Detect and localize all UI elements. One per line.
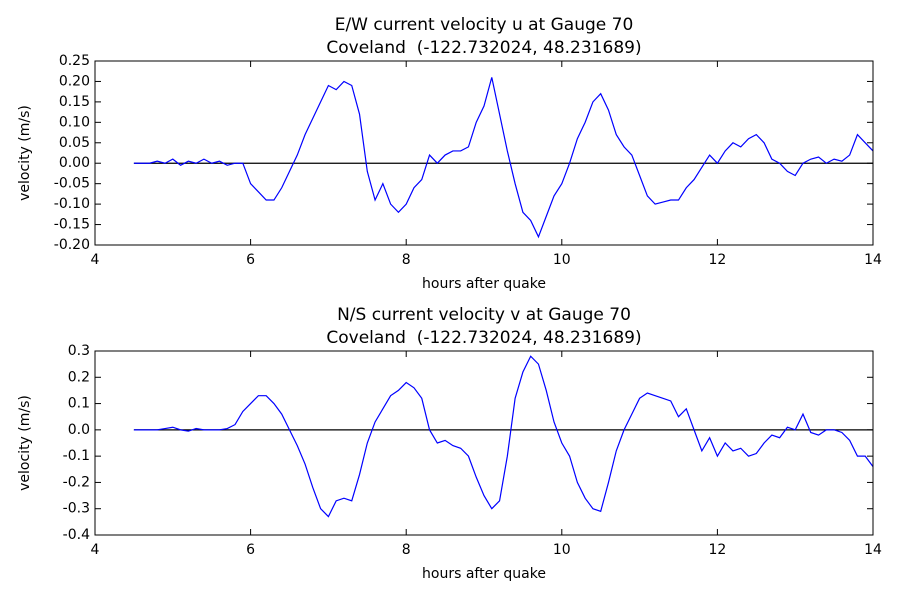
x-axis-label: hours after quake: [422, 276, 546, 292]
y-tick-label: 0.15: [59, 94, 90, 110]
y-tick-label: -0.10: [54, 196, 90, 212]
x-tick-label: 12: [708, 542, 726, 558]
plot-frame: [94, 60, 874, 246]
y-tick-label: 0.10: [59, 114, 90, 130]
y-tick-label: 0.2: [68, 369, 90, 385]
y-tick-label: 0.1: [68, 396, 90, 412]
x-tick-label: 10: [553, 252, 571, 268]
plot-frame: [94, 350, 874, 536]
data-line: [133, 355, 874, 518]
y-tick-label: -0.3: [63, 501, 90, 517]
y-tick-label: -0.4: [63, 527, 90, 543]
x-tick-label: 10: [553, 542, 571, 558]
chart-title: Coveland (-122.732024, 48.231689): [326, 328, 641, 348]
x-tick-label: 14: [864, 252, 882, 268]
y-tick-label: -0.05: [54, 176, 90, 192]
x-axis-label: hours after quake: [422, 566, 546, 582]
x-tick-label: 14: [864, 542, 882, 558]
y-tick-label: 0.3: [68, 343, 90, 359]
x-tick-label: 6: [246, 252, 255, 268]
y-axis-label: velocity (m/s): [17, 395, 33, 491]
x-tick-label: 4: [91, 542, 100, 558]
y-axis-label: velocity (m/s): [17, 105, 33, 201]
y-tick-label: 0.00: [59, 155, 90, 171]
x-tick-label: 6: [246, 542, 255, 558]
y-tick-label: -0.2: [63, 474, 90, 490]
y-tick-label: -0.20: [54, 237, 90, 253]
y-tick-label: -0.1: [63, 448, 90, 464]
x-tick-label: 12: [708, 252, 726, 268]
chart-title: Coveland (-122.732024, 48.231689): [326, 38, 641, 58]
data-line: [133, 77, 874, 239]
chart-title: N/S current velocity v at Gauge 70: [337, 305, 631, 325]
y-tick-label: 0.20: [59, 73, 90, 89]
x-tick-label: 8: [402, 542, 411, 558]
y-tick-label: -0.15: [54, 217, 90, 233]
x-tick-label: 4: [91, 252, 100, 268]
y-tick-label: 0.05: [59, 135, 90, 151]
y-tick-label: 0.0: [68, 422, 90, 438]
y-tick-label: 0.25: [59, 53, 90, 69]
x-tick-label: 8: [402, 252, 411, 268]
chart-title: E/W current velocity u at Gauge 70: [335, 15, 634, 35]
